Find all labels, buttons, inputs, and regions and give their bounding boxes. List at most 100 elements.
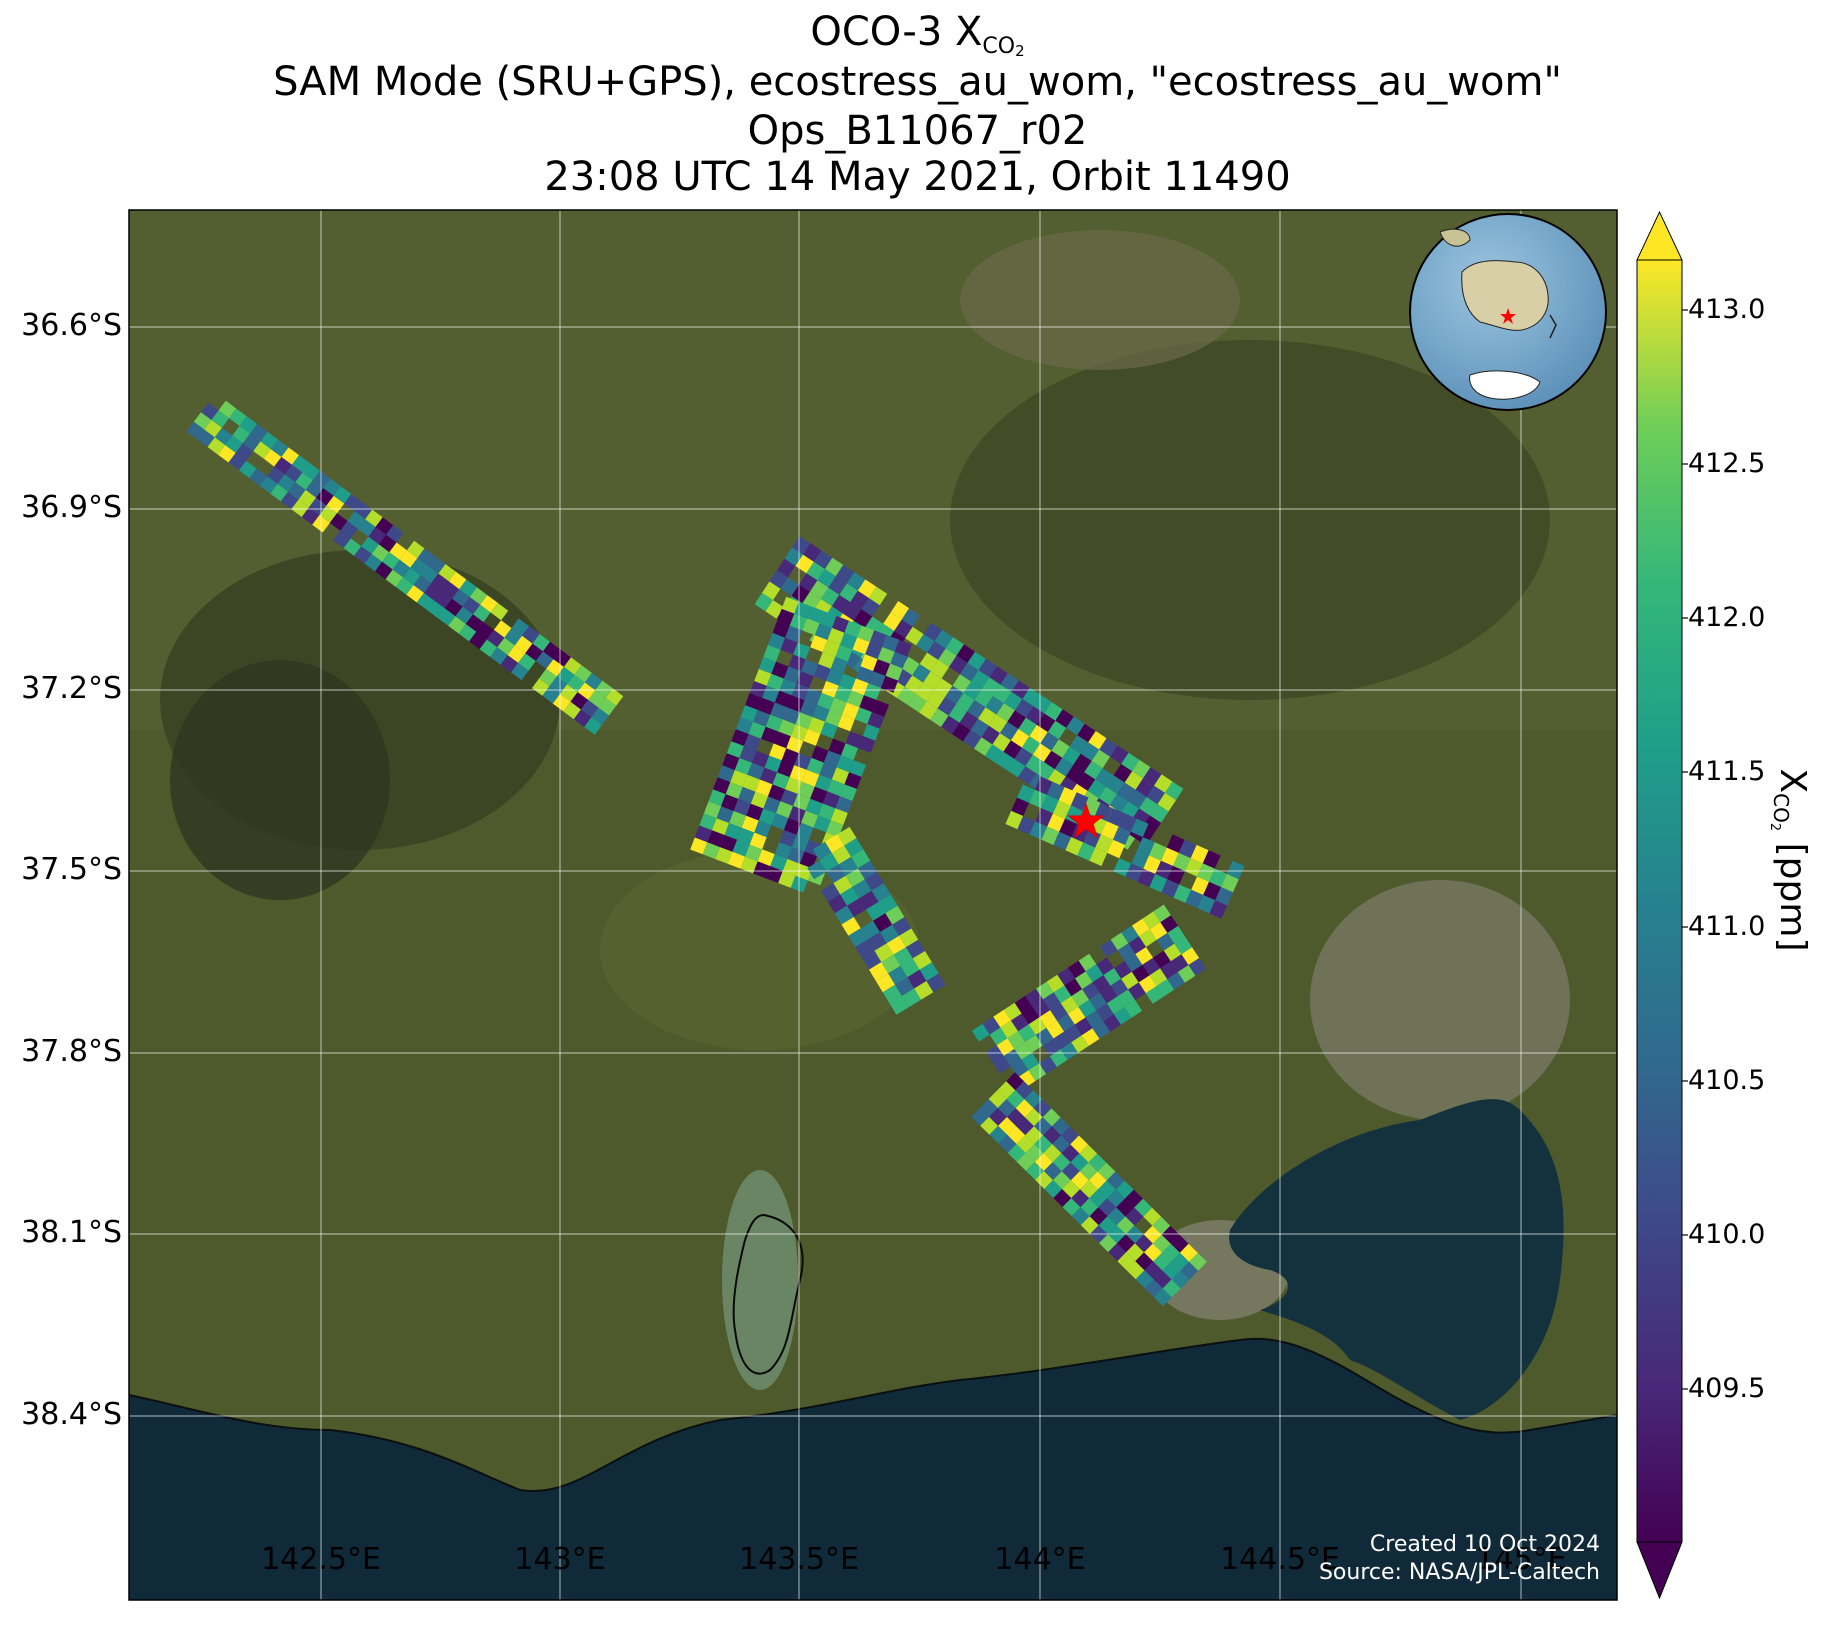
xco2-sounding-cell xyxy=(860,654,878,672)
xco2-sounding-cell xyxy=(967,700,986,719)
xco2-sounding-cell xyxy=(830,656,848,674)
xco2-sounding-cell xyxy=(605,688,624,706)
xco2-sounding-cell xyxy=(871,699,889,717)
xco2-sounding-cell xyxy=(730,770,748,787)
xco2-sounding-cell xyxy=(974,688,993,708)
xco2-sounding-cell xyxy=(1036,762,1055,781)
xco2-sounding-cell xyxy=(748,721,766,739)
xco2-sounding-cell xyxy=(1049,1049,1068,1067)
xco2-sounding-cell xyxy=(1046,974,1065,993)
xco2-sounding-cell xyxy=(1135,778,1154,798)
xco2-sounding-cell xyxy=(228,452,247,471)
xco2-sounding-cell xyxy=(1025,988,1043,1007)
xco2-sounding-cell xyxy=(267,466,285,484)
xco2-sounding-cell xyxy=(434,591,453,609)
xco2-sounding-cell xyxy=(1135,947,1153,965)
xco2-sounding-cell xyxy=(197,429,215,447)
xco2-sounding-cell xyxy=(270,439,289,457)
xco2-sounding-cell xyxy=(708,789,726,807)
xco2-sounding-cell xyxy=(469,631,487,650)
xco2-sounding-cell xyxy=(801,659,819,677)
xco2-sounding-cell xyxy=(923,622,943,642)
xco2-sounding-cell xyxy=(978,707,997,726)
xco2-sounding-cell xyxy=(1018,717,1037,737)
xco2-sounding-cell xyxy=(1157,792,1176,812)
xco2-sounding-cell xyxy=(1108,1243,1127,1262)
xco2-sounding-cell xyxy=(1010,1013,1029,1032)
xco2-sounding-cell xyxy=(783,818,801,835)
xco2-sounding-cell xyxy=(827,894,847,914)
xco2-sounding-cell xyxy=(1226,860,1245,880)
xco2-sounding-cell xyxy=(763,796,781,814)
xco2-sounding-cell xyxy=(952,674,971,693)
xco2-sounding-cell xyxy=(795,554,814,574)
xco2-sounding-cell xyxy=(595,680,613,698)
xco2-sounding-cell xyxy=(835,564,855,584)
xco2-sounding-cell xyxy=(584,717,602,735)
xco2-sounding-cell xyxy=(1107,839,1125,859)
xco2-sounding-cell xyxy=(1113,764,1133,783)
xco2-sounding-cell xyxy=(796,822,814,840)
xco2-sounding-cell xyxy=(382,552,400,570)
xco2-sounding-cell xyxy=(1098,1198,1117,1217)
xco2-sounding-cell xyxy=(1029,789,1047,809)
xco2-sounding-cell xyxy=(971,670,990,689)
xco2-sounding-cell xyxy=(1022,687,1041,707)
xco2-sounding-cell xyxy=(731,729,749,746)
xco2-sounding-cell xyxy=(989,1027,1008,1046)
xco2-sounding-cell xyxy=(1138,929,1157,947)
xco2-sounding-cell xyxy=(777,760,795,778)
xco2-sounding-cell xyxy=(818,803,836,821)
xco2-sounding-cell xyxy=(690,837,708,855)
xco2-sounding-cell xyxy=(1070,1135,1089,1154)
xco2-sounding-cell xyxy=(1116,1198,1135,1217)
xco2-sounding-cell xyxy=(1064,1024,1082,1043)
xco2-sounding-cell xyxy=(214,427,233,446)
xco2-sounding-cell xyxy=(788,806,806,823)
xco2-sounding-cell xyxy=(859,695,877,712)
xco2-sounding-cell xyxy=(1080,1216,1099,1235)
xco2-sounding-cell xyxy=(270,484,288,502)
xco2-sounding-cell xyxy=(1079,1162,1098,1181)
xco2-sounding-cell xyxy=(824,557,844,577)
xco2-sounding-cell xyxy=(1099,985,1118,1004)
xco2-sounding-cell xyxy=(923,671,942,690)
lon-tick-label: 142.5°E xyxy=(261,1542,381,1577)
xco2-sounding-cell xyxy=(365,509,383,527)
xco2-sounding-cell xyxy=(904,675,924,694)
xco2-sounding-cell xyxy=(812,704,830,722)
xco2-sounding-cell xyxy=(831,767,849,785)
xco2-sounding-cell xyxy=(1117,1252,1136,1271)
xco2-sounding-cell xyxy=(879,924,899,944)
xco2-sounding-cell xyxy=(514,635,533,654)
xco2-sounding-cell xyxy=(1096,1003,1114,1022)
xco2-sounding-cell xyxy=(1126,1243,1144,1262)
xco2-sounding-cell xyxy=(291,455,310,473)
xco2-sounding-cell xyxy=(996,703,1015,722)
xco2-sounding-cell xyxy=(249,468,268,486)
xco2-sounding-cell xyxy=(883,612,902,631)
xco2-sounding-cell xyxy=(1060,996,1079,1014)
xco2-sounding-cell xyxy=(1057,1013,1075,1032)
xco2-sounding-cell xyxy=(772,772,790,790)
xco2-sounding-cell xyxy=(1088,1171,1107,1190)
xco2-sounding-cell xyxy=(1143,767,1162,786)
xco2-sounding-cell xyxy=(782,707,800,725)
xco2-sounding-cell xyxy=(375,517,394,535)
xco2-sounding-cell xyxy=(820,587,840,607)
xco2-sounding-cell xyxy=(490,602,509,621)
xco2-sounding-cell xyxy=(819,611,837,628)
xco2-sounding-cell xyxy=(1166,834,1185,853)
xco2-sounding-cell xyxy=(574,665,592,683)
xco2-sounding-cell xyxy=(1106,808,1125,827)
xco2-sounding-cell xyxy=(1114,961,1132,979)
xco2-sounding-cell xyxy=(745,844,763,862)
xco2-sounding-cell xyxy=(818,652,836,669)
xco2-sounding-cell xyxy=(835,796,853,813)
xco2-sounding-cell xyxy=(1050,1003,1068,1021)
xco2-sounding-cell xyxy=(1016,1117,1034,1136)
xco2-sounding-cell xyxy=(284,464,303,483)
xco2-sounding-cell xyxy=(839,632,857,650)
xco2-sounding-cell xyxy=(1118,813,1137,832)
xco2-sounding-cell xyxy=(375,561,393,580)
